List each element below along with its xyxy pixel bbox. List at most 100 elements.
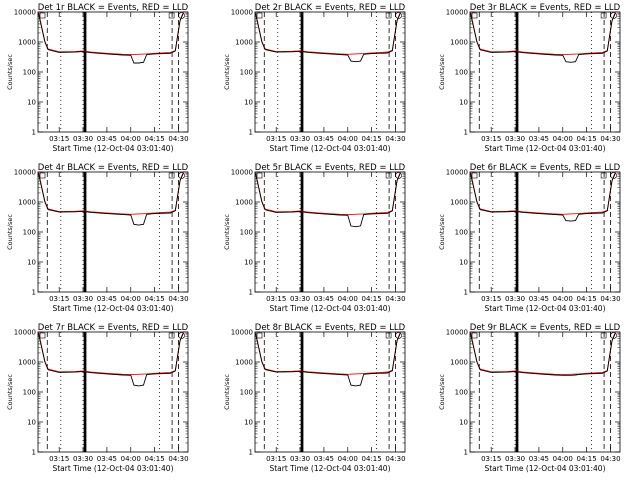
square-marker-left	[256, 172, 263, 179]
y-axis-label: Counts/sec	[223, 374, 231, 410]
square-marker-left	[471, 172, 478, 179]
chart-panel-2: Det 2r BLACK = Events, RED = LLD Counts/s…	[223, 3, 406, 153]
x-tick-label: 03:45	[529, 455, 549, 463]
y-tick-label: 100	[455, 229, 468, 237]
chart-title: Det 3r BLACK = Events, RED = LLD	[470, 3, 621, 13]
x-tick-label: 04:00	[338, 455, 358, 463]
x-tick-label: 03:45	[314, 135, 334, 143]
square-marker-right	[168, 332, 175, 339]
y-tick-label: 100	[455, 389, 468, 397]
square-marker-right	[168, 172, 175, 179]
marker-lines	[46, 332, 179, 452]
x-tick-label: 03:45	[314, 295, 334, 303]
circle-marker	[610, 172, 617, 179]
series-line-lld	[255, 332, 401, 375]
square-marker-right	[600, 332, 607, 339]
square-marker-right	[385, 12, 392, 19]
x-tick-label: 03:45	[97, 135, 117, 143]
square-marker-left	[39, 12, 46, 19]
y-tick-label: 10	[27, 99, 36, 107]
x-tick-label: 03:45	[529, 135, 549, 143]
chart-panel-9: Det 9r BLACK = Events, RED = LLD Counts/s…	[438, 323, 621, 473]
x-tick-label: 03:30	[290, 135, 310, 143]
chart-panel-7: Det 7r BLACK = Events, RED = LLD Counts/s…	[6, 323, 189, 473]
y-tick-label: 100	[240, 229, 253, 237]
x-tick-label: 03:15	[49, 135, 69, 143]
y-tick-label: 1	[249, 449, 253, 457]
y-axis-label: Counts/sec	[6, 214, 14, 250]
y-tick-label: 10000	[446, 169, 468, 177]
series-group	[255, 332, 401, 387]
y-tick-label: 1000	[18, 359, 36, 367]
x-tick-label: 04:30	[385, 135, 405, 143]
x-tick-label: 04:15	[577, 455, 597, 463]
x-axis-label: Start Time (12-Oct-04 03:01:40)	[269, 304, 390, 313]
y-tick-label: 10000	[446, 329, 468, 337]
x-tick-label: 04:30	[385, 295, 405, 303]
x-tick-label: 04:00	[121, 455, 141, 463]
x-tick-label: 03:15	[266, 295, 286, 303]
x-tick-label: 03:15	[49, 295, 69, 303]
x-tick-label: 03:45	[97, 295, 117, 303]
x-tick-label: 04:00	[121, 295, 141, 303]
circle-marker	[395, 172, 402, 179]
x-tick-label: 04:30	[385, 455, 405, 463]
x-tick-label: 04:15	[145, 295, 165, 303]
series-line-lld	[255, 12, 401, 55]
x-tick-label: 04:00	[121, 135, 141, 143]
series-line-events	[255, 333, 401, 387]
x-axis-label: Start Time (12-Oct-04 03:01:40)	[484, 464, 605, 473]
y-axis-label: Counts/sec	[6, 374, 14, 410]
chart-title: Det 5r BLACK = Events, RED = LLD	[255, 163, 406, 173]
square-marker-right	[385, 332, 392, 339]
y-tick-label: 100	[23, 69, 36, 77]
x-tick-label: 04:00	[338, 135, 358, 143]
y-tick-label: 1	[32, 449, 36, 457]
y-tick-label: 1000	[450, 359, 468, 367]
x-tick-label: 04:15	[577, 135, 597, 143]
x-tick-label: 04:15	[145, 455, 165, 463]
square-marker-right	[600, 12, 607, 19]
y-tick-label: 10	[27, 259, 36, 267]
y-tick-label: 1	[464, 289, 468, 297]
circle-marker	[178, 12, 185, 19]
y-tick-label: 10000	[14, 169, 36, 177]
series-line-events	[255, 173, 401, 228]
chart-panel-1: Det 1r BLACK = Events, RED = LLD Counts/s…	[6, 3, 189, 153]
x-axis-label: Start Time (12-Oct-04 03:01:40)	[269, 144, 390, 153]
y-tick-label: 10000	[446, 9, 468, 17]
chart-panel-3: Det 3r BLACK = Events, RED = LLD Counts/s…	[438, 3, 621, 153]
x-tick-label: 03:15	[49, 455, 69, 463]
series-line-lld	[470, 12, 616, 56]
x-tick-label: 03:30	[505, 295, 525, 303]
chart-title: Det 9r BLACK = Events, RED = LLD	[470, 323, 621, 333]
circle-marker	[610, 332, 617, 339]
marker-lines	[478, 12, 611, 132]
series-line-events	[38, 13, 184, 64]
y-tick-label: 1000	[18, 39, 36, 47]
chart-panel-6: Det 6r BLACK = Events, RED = LLD Counts/s…	[438, 163, 621, 313]
series-line-lld	[255, 172, 401, 216]
chart-title: Det 2r BLACK = Events, RED = LLD	[255, 3, 406, 13]
series-line-lld	[470, 172, 616, 215]
x-tick-label: 03:15	[266, 135, 286, 143]
x-tick-label: 04:15	[362, 135, 382, 143]
chart-panel-5: Det 5r BLACK = Events, RED = LLD Counts/s…	[223, 163, 406, 313]
x-tick-label: 03:30	[290, 295, 310, 303]
x-tick-label: 03:45	[314, 455, 334, 463]
y-tick-label: 10000	[14, 9, 36, 17]
series-group	[470, 332, 616, 376]
x-tick-label: 04:00	[553, 455, 573, 463]
square-marker-left	[256, 12, 263, 19]
circle-marker	[395, 332, 402, 339]
y-tick-label: 100	[240, 69, 253, 77]
x-tick-label: 03:15	[481, 135, 501, 143]
x-tick-label: 03:30	[73, 295, 93, 303]
x-tick-label: 04:00	[338, 295, 358, 303]
y-axis-label: Counts/sec	[438, 214, 446, 250]
x-tick-label: 03:30	[73, 135, 93, 143]
y-tick-label: 10	[459, 419, 468, 427]
y-tick-label: 1000	[235, 39, 253, 47]
x-axis-label: Start Time (12-Oct-04 03:01:40)	[52, 304, 173, 313]
